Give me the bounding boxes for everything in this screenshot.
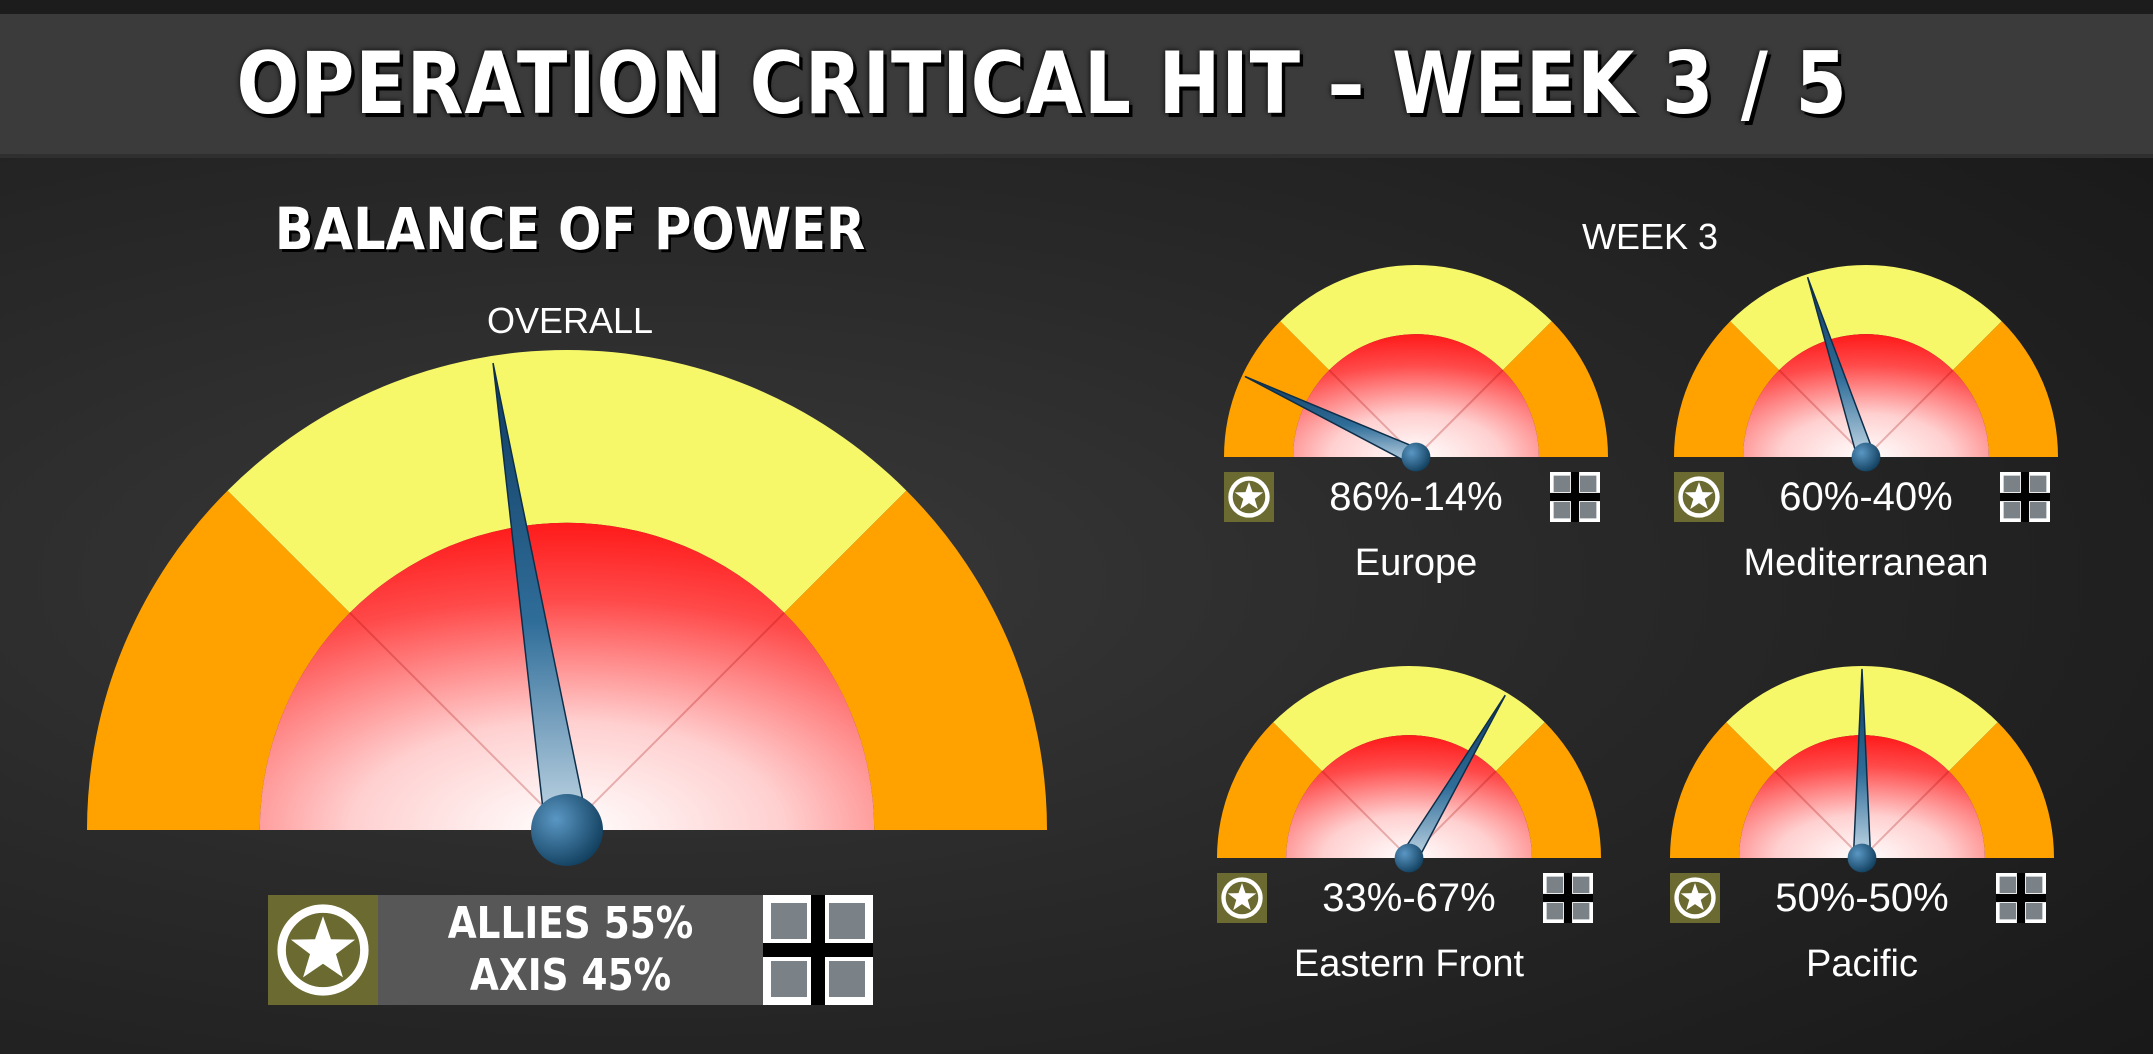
europe-needle-hub (1401, 442, 1431, 472)
eastern-front-needle-hub (1394, 843, 1424, 873)
balkenkreuz-icon (2000, 472, 2050, 522)
allied-star-icon (1217, 873, 1267, 923)
axis-percentage: AXIS 45% (469, 950, 672, 1001)
balkenkreuz-icon (1543, 873, 1593, 923)
balance-of-power-title: BALANCE OF POWER (274, 195, 866, 263)
eastern-front-region-label: Eastern Front (1293, 943, 1525, 985)
pacific-score: 50%-50% (1775, 876, 1949, 920)
eastern-front-inner-zone (1286, 735, 1532, 858)
overall-inner-divider-2 (566, 612, 785, 831)
balkenkreuz-icon (1550, 472, 1600, 522)
europe-zone-right (1502, 321, 1608, 457)
title-banner (0, 14, 2153, 158)
mediterranean-zone-middle (1730, 264, 2002, 371)
eastern-front-zone-left (1217, 722, 1323, 858)
europe-inner-divider-2 (1415, 369, 1504, 458)
gauge-eastern-front (1217, 666, 1601, 873)
europe-region-label: Europe (1354, 542, 1478, 584)
eastern-front-inner-divider-1 (1321, 770, 1410, 859)
balkenkreuz-icon (1996, 873, 2046, 923)
europe-score: 86%-14% (1329, 475, 1503, 519)
overall-inner-zone (259, 522, 875, 830)
top-strip (0, 0, 2153, 14)
pacific-inner-divider-2 (1861, 770, 1950, 859)
mediterranean-needle-hub (1851, 442, 1881, 472)
balkenkreuz-icon (763, 895, 873, 1005)
pacific-zone-left (1670, 722, 1776, 858)
eastern-front-zone-right (1495, 722, 1601, 858)
overall-legend: ALLIES 55% AXIS 45% (268, 895, 873, 1005)
allies-percentage: ALLIES 55% (447, 898, 694, 949)
overall-zone-right (784, 490, 1047, 830)
overall-zone-left (87, 490, 350, 830)
europe-zone-middle (1280, 264, 1552, 371)
allied-star-icon (268, 895, 378, 1005)
overall-label: OVERALL (486, 300, 654, 341)
allied-star-icon (1674, 472, 1724, 522)
pacific-needle-hub (1847, 843, 1877, 873)
eastern-front-score: 33%-67% (1322, 876, 1496, 920)
overall-inner-divider-1 (349, 612, 568, 831)
pacific-inner-divider-1 (1774, 770, 1863, 859)
mediterranean-zone-right (1952, 321, 2058, 457)
gauge-europe (1224, 264, 1608, 472)
allied-star-icon (1224, 472, 1274, 522)
gauge-mediterranean (1674, 264, 2058, 472)
mediterranean-region-label: Mediterranean (1743, 542, 1989, 584)
mediterranean-score: 60%-40% (1779, 475, 1953, 519)
pacific-zone-right (1948, 722, 2054, 858)
mediterranean-inner-zone (1743, 334, 1989, 457)
pacific-region-label: Pacific (1806, 943, 1918, 985)
mediterranean-inner-divider-1 (1778, 369, 1867, 458)
overall-zone-middle (227, 350, 907, 613)
allied-star-icon (1670, 873, 1720, 923)
gauge-pacific (1670, 666, 2054, 873)
page-title: OPERATION CRITICAL HIT – WEEK 3 / 5 (236, 34, 1848, 134)
mediterranean-zone-left (1674, 321, 1780, 457)
overall-needle-hub (531, 794, 603, 866)
week-label: WEEK 3 (1581, 216, 1719, 257)
front-gauges (1217, 264, 2058, 873)
mediterranean-inner-divider-2 (1865, 369, 1954, 458)
overall-gauge (87, 350, 1047, 866)
